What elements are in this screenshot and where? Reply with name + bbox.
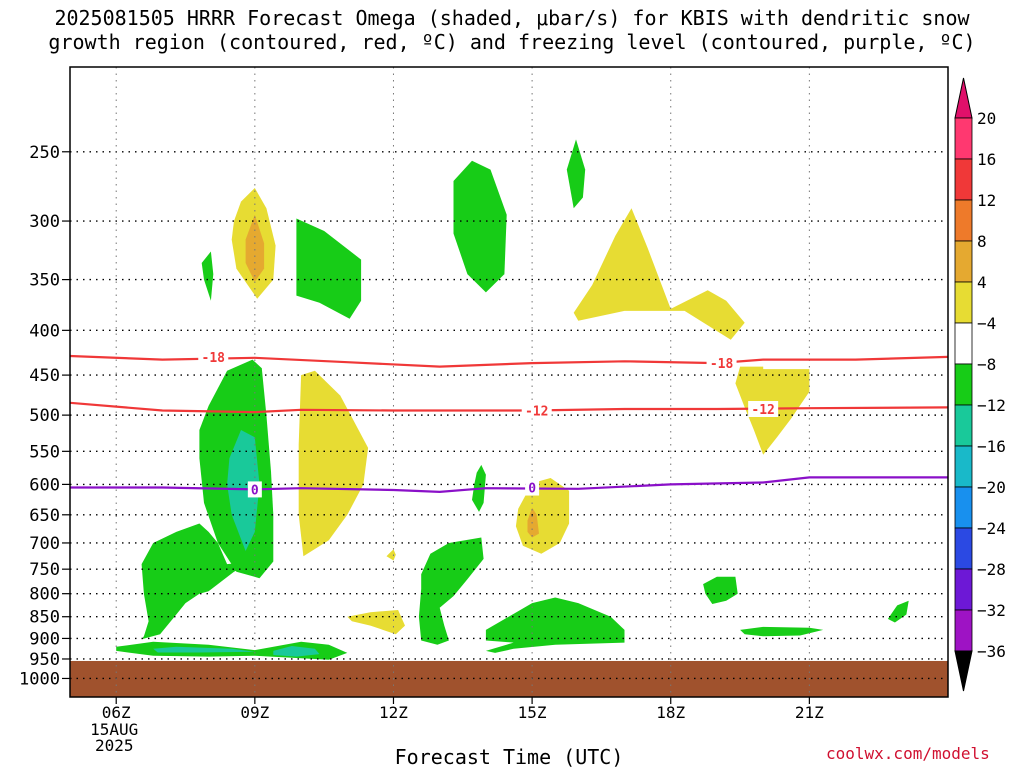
y-tick-label: 350: [29, 271, 60, 291]
contour-label: -12: [525, 405, 548, 420]
contour-label: -18: [202, 351, 226, 366]
colorbar-box-6: [954, 322, 973, 365]
omega-region-19: [485, 597, 625, 653]
y-tick-label: 450: [29, 366, 60, 386]
omega-region-11: [227, 430, 260, 551]
contour-line-2: [70, 401, 948, 414]
x-date-label: 15AUG: [90, 720, 138, 739]
omega-region-14: [298, 370, 369, 557]
colorbar-box-1: [954, 117, 973, 160]
y-tick-label: 500: [29, 406, 60, 426]
y-tick-label: 600: [29, 475, 60, 495]
colorbar-box-5: [954, 281, 973, 324]
omega-region-23: [703, 576, 738, 604]
omega-region-8: [141, 523, 255, 640]
omega-region-6: [566, 139, 586, 209]
y-tick-label: 800: [29, 585, 60, 605]
colorbar-box-12: [954, 568, 973, 611]
y-tick-label: 650: [29, 506, 60, 526]
omega-region-15: [347, 610, 405, 635]
colorbar-label: 20: [977, 109, 996, 128]
colorbar-box-10: [954, 486, 973, 529]
colorbar-label: −36: [977, 642, 1006, 661]
omega-region-24: [740, 626, 824, 637]
colorbar-label: 16: [977, 150, 996, 169]
colorbar-box-3: [954, 199, 973, 242]
colorbar-top-arrow: [954, 77, 973, 119]
colorbar-label: 4: [977, 273, 987, 292]
contour-line-3: [70, 476, 948, 494]
chart-title-line-1: 2025081505 HRRR Forecast Omega (shaded, …: [54, 6, 970, 30]
y-tick-label: 550: [29, 442, 60, 462]
colorbar-label: −12: [977, 396, 1006, 415]
x-tick-label: 12Z: [379, 703, 408, 722]
contour-label: 0: [528, 482, 536, 497]
y-tick-label: 250: [29, 143, 60, 163]
omega-region-18: [418, 537, 484, 645]
y-tick-label: 900: [29, 629, 60, 649]
colorbar-label: −24: [977, 519, 1006, 538]
omega-region-2: [245, 214, 265, 282]
ground-mask: [70, 660, 948, 697]
contour-label: -12: [751, 403, 774, 418]
colorbar-box-7: [954, 363, 973, 406]
x-tick-label: 09Z: [240, 703, 269, 722]
contour-label: 0: [251, 483, 259, 498]
omega-region-7: [573, 208, 745, 340]
omega-region-25: [887, 600, 909, 623]
contour-label-bg: [706, 355, 737, 372]
omega-region-13: [273, 646, 320, 657]
colorbar-box-2: [954, 158, 973, 201]
colorbar-label: 12: [977, 191, 996, 210]
colorbar-bottom-arrow: [954, 650, 973, 692]
colorbar-label: −8: [977, 355, 996, 374]
colorbar-box-4: [954, 240, 973, 283]
y-tick-label: 1000: [19, 669, 60, 689]
x-tick-label: 15Z: [518, 703, 547, 722]
omega-region-5: [453, 160, 507, 293]
site-credit: coolwx.com/models: [826, 744, 990, 763]
contour-label-bg: [521, 402, 552, 419]
y-tick-label: 850: [29, 608, 60, 628]
colorbar-label: −28: [977, 560, 1006, 579]
contour-label: -18: [710, 357, 734, 372]
omega-region-12: [153, 646, 255, 653]
chart-title: 2025081505 HRRR Forecast Omega (shaded, …: [0, 6, 1024, 54]
x-date-label: 2025: [95, 736, 134, 755]
omega-region-16: [386, 549, 396, 561]
colorbar-box-11: [954, 527, 973, 570]
y-tick-label: 300: [29, 212, 60, 232]
omega-region-20: [515, 478, 570, 554]
omega-region-3: [201, 251, 214, 301]
colorbar-label: −32: [977, 601, 1006, 620]
omega-region-21: [527, 507, 539, 538]
colorbar-label: −4: [977, 314, 996, 333]
contour-label-bg: [748, 400, 779, 417]
contour-label-bg: [525, 479, 540, 496]
x-tick-label: 06Z: [102, 703, 131, 722]
colorbar-box-8: [954, 404, 973, 447]
y-tick-label: 700: [29, 534, 60, 554]
x-tick-label: 18Z: [656, 703, 685, 722]
x-tick-label: 21Z: [795, 703, 824, 722]
colorbar-label: 8: [977, 232, 987, 251]
y-tick-label: 750: [29, 560, 60, 580]
contour-label-bg: [247, 481, 262, 498]
y-tick-label: 950: [29, 650, 60, 670]
colorbar-box-13: [954, 609, 973, 652]
y-tick-label: 400: [29, 321, 60, 341]
chart-title-line-2: growth region (contoured, red, ºC) and f…: [48, 30, 976, 54]
plot-frame: [69, 66, 949, 698]
omega-region-4: [296, 218, 362, 319]
colorbar-box-9: [954, 445, 973, 488]
colorbar-label: −20: [977, 478, 1006, 497]
colorbar-label: −16: [977, 437, 1006, 456]
x-axis-title: Forecast Time (UTC): [395, 745, 624, 768]
contour-label-bg: [198, 348, 229, 365]
